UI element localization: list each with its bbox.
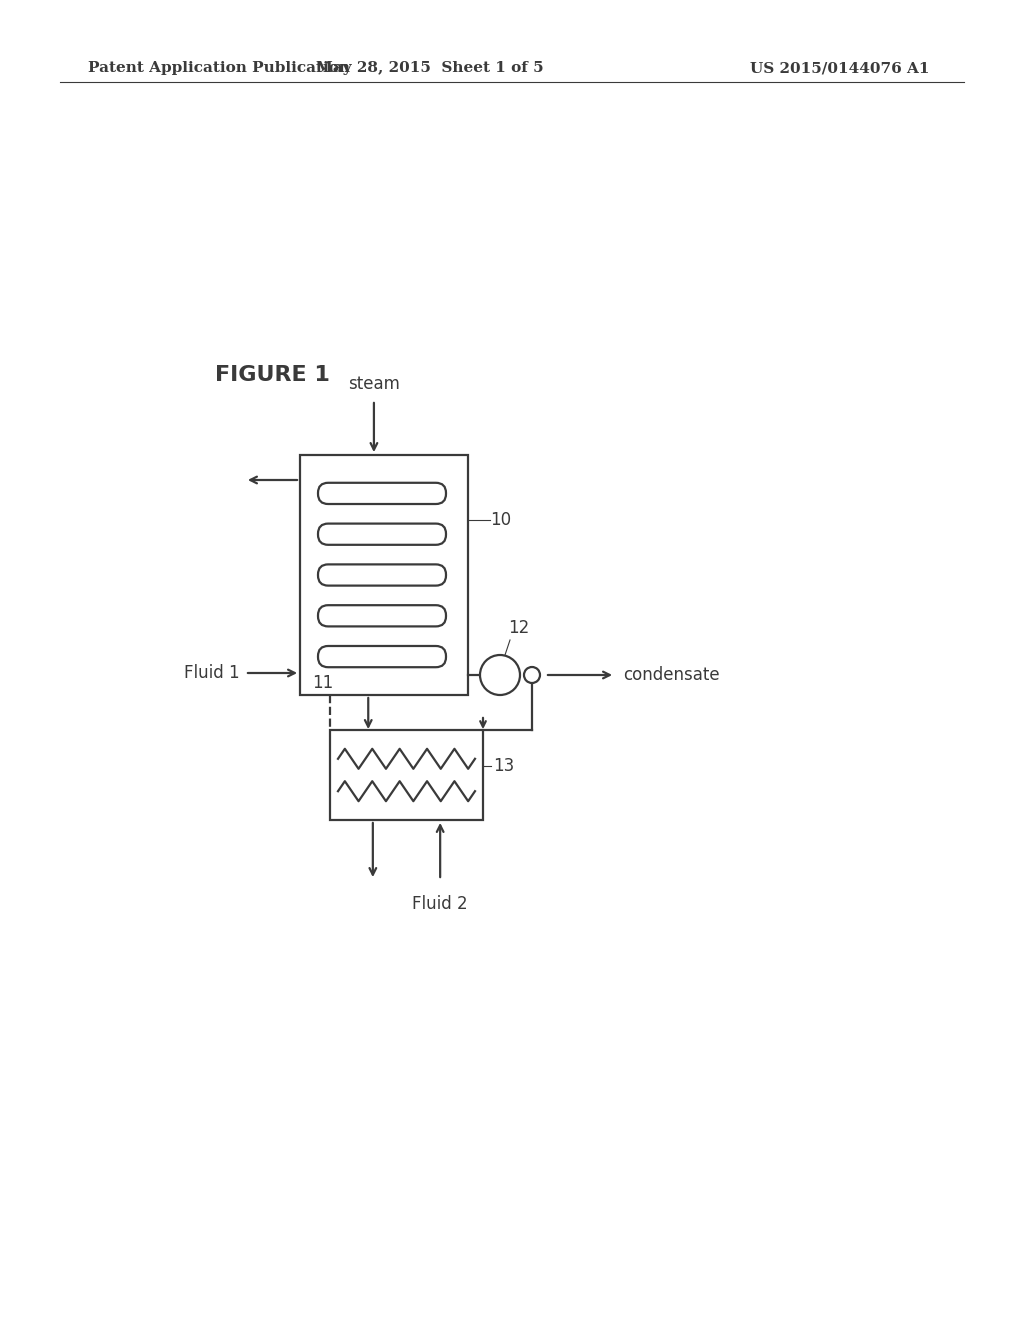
Text: Patent Application Publication: Patent Application Publication	[88, 61, 350, 75]
Text: US 2015/0144076 A1: US 2015/0144076 A1	[750, 61, 930, 75]
Bar	[300, 455, 468, 696]
Circle shape	[480, 655, 520, 696]
Text: 10: 10	[490, 511, 511, 529]
Text: May 28, 2015  Sheet 1 of 5: May 28, 2015 Sheet 1 of 5	[316, 61, 544, 75]
FancyBboxPatch shape	[318, 645, 446, 667]
Text: 12: 12	[508, 619, 529, 638]
Text: Fluid 1: Fluid 1	[184, 664, 240, 682]
Text: condensate: condensate	[623, 667, 720, 684]
Text: 11: 11	[312, 675, 333, 692]
FancyBboxPatch shape	[318, 483, 446, 504]
FancyBboxPatch shape	[318, 524, 446, 545]
Text: FIGURE 1: FIGURE 1	[215, 366, 330, 385]
Text: 13: 13	[493, 756, 514, 775]
Circle shape	[524, 667, 540, 682]
FancyBboxPatch shape	[318, 605, 446, 627]
Bar	[330, 730, 483, 820]
Text: steam: steam	[348, 375, 399, 393]
Text: Fluid 2: Fluid 2	[413, 895, 468, 913]
FancyBboxPatch shape	[318, 565, 446, 586]
